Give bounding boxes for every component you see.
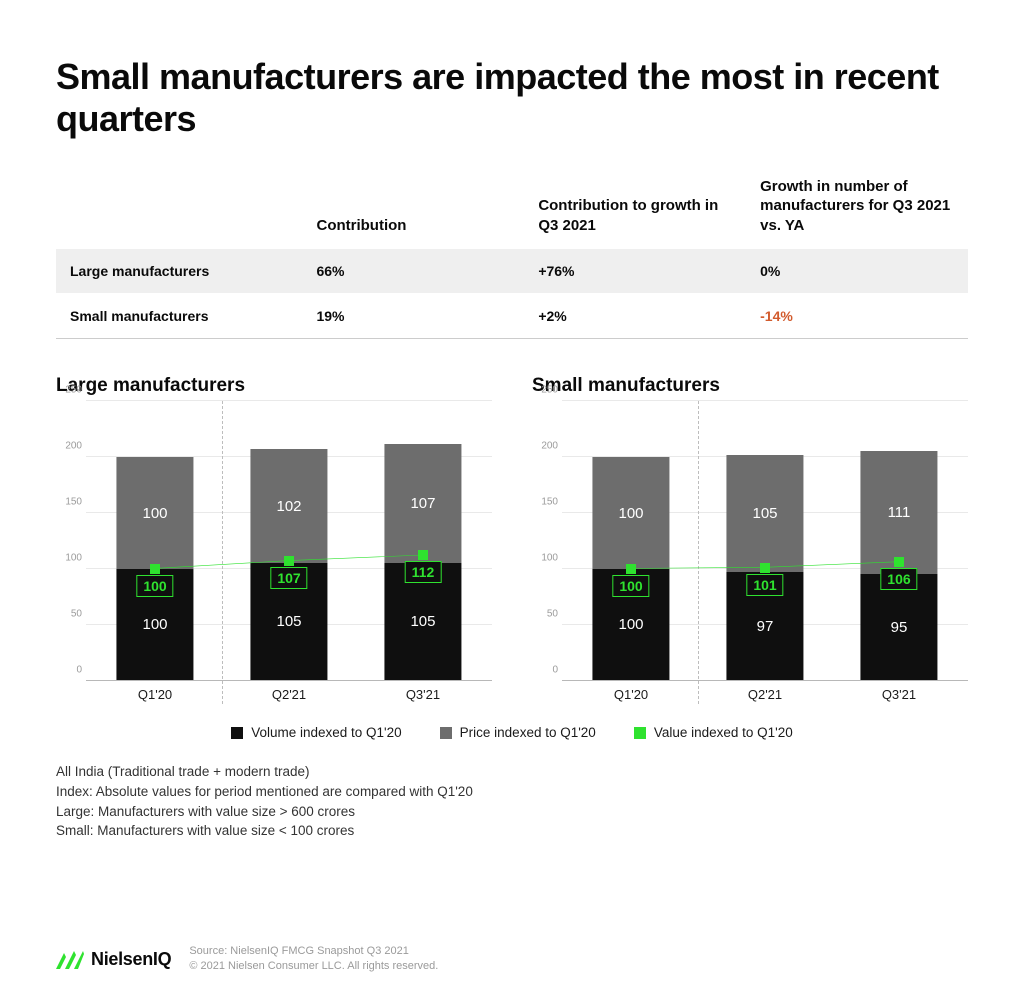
table-body: Large manufacturers66%+76%0%Small manufa…	[56, 249, 968, 339]
table-row: Large manufacturers66%+76%0%	[56, 249, 968, 294]
brand-logo-icon	[56, 949, 84, 969]
y-tick: 200	[56, 441, 82, 452]
y-tick: 150	[532, 497, 558, 508]
y-tick: 250	[56, 385, 82, 396]
footnotes: All India (Traditional trade + modern tr…	[56, 762, 968, 840]
y-tick: 0	[56, 665, 82, 676]
legend-swatch	[440, 727, 452, 739]
summary-table: Contribution Contribution to growth in Q…	[56, 169, 968, 340]
page-title: Small manufacturers are impacted the mos…	[56, 56, 968, 141]
footnote-line: Large: Manufacturers with value size > 6…	[56, 802, 968, 822]
charts-row: Large manufacturers050100150200250100100…	[56, 369, 968, 705]
table-cell-label: Large manufacturers	[56, 249, 302, 294]
plot-area: 100100105102105107100107112	[86, 401, 492, 681]
footer-source: Source: NielsenIQ FMCG Snapshot Q3 2021	[189, 944, 438, 959]
value-marker	[894, 557, 904, 567]
x-label: Q3'21	[406, 687, 440, 702]
y-tick: 250	[532, 385, 558, 396]
table-header-growth-q3: Contribution to growth in Q3 2021	[524, 169, 746, 250]
legend-swatch	[231, 727, 243, 739]
footnote-line: All India (Traditional trade + modern tr…	[56, 762, 968, 782]
legend-swatch	[634, 727, 646, 739]
chart-title: Large manufacturers	[56, 375, 492, 397]
table-cell-contribution: 19%	[302, 294, 524, 339]
table-cell-label: Small manufacturers	[56, 294, 302, 339]
chart-title: Small manufacturers	[532, 375, 968, 397]
y-tick: 50	[532, 609, 558, 620]
value-badge: 107	[270, 567, 307, 589]
y-tick: 50	[56, 609, 82, 620]
legend-label: Price indexed to Q1'20	[460, 725, 596, 740]
y-tick: 200	[532, 441, 558, 452]
value-marker	[150, 564, 160, 574]
brand-logo: NielsenIQ	[56, 949, 171, 970]
legend: Volume indexed to Q1'20 Price indexed to …	[56, 725, 968, 740]
chart-block: Large manufacturers050100150200250100100…	[56, 369, 492, 705]
value-badge: 112	[405, 561, 442, 583]
y-axis: 050100150200250	[532, 401, 562, 681]
value-badge: 101	[746, 574, 783, 596]
legend-label: Value indexed to Q1'20	[654, 725, 793, 740]
x-label: Q1'20	[614, 687, 648, 702]
plot-area: 1001009710595111100101106	[562, 401, 968, 681]
plot-wrap: 0501001502002501001001051021051071001071…	[56, 401, 492, 681]
value-marker	[418, 550, 428, 560]
table-header-mfr-growth: Growth in number of manufacturers for Q3…	[746, 169, 968, 250]
footer-copyright: © 2021 Nielsen Consumer LLC. All rights …	[189, 959, 438, 974]
page: Small manufacturers are impacted the mos…	[0, 0, 1024, 1002]
value-marker	[284, 556, 294, 566]
table-row: Small manufacturers19%+2%-14%	[56, 294, 968, 339]
x-axis: Q1'20 Q2'21 Q3'21	[86, 681, 492, 705]
legend-item: Price indexed to Q1'20	[440, 725, 596, 740]
value-badge: 100	[136, 575, 173, 597]
table-cell-contribution: 66%	[302, 249, 524, 294]
x-label: Q2'21	[748, 687, 782, 702]
x-axis: Q1'20 Q2'21 Q3'21	[562, 681, 968, 705]
footer: NielsenIQ Source: NielsenIQ FMCG Snapsho…	[56, 944, 968, 974]
footer-text: Source: NielsenIQ FMCG Snapshot Q3 2021 …	[189, 944, 438, 974]
y-tick: 100	[56, 553, 82, 564]
chart-block: Small manufacturers050100150200250100100…	[532, 369, 968, 705]
table-cell-mfr-growth: 0%	[746, 249, 968, 294]
brand-name: NielsenIQ	[91, 949, 171, 970]
legend-label: Volume indexed to Q1'20	[251, 725, 401, 740]
x-label: Q1'20	[138, 687, 172, 702]
table-header-blank	[56, 169, 302, 250]
table-cell-growth-q3: +2%	[524, 294, 746, 339]
y-axis: 050100150200250	[56, 401, 86, 681]
x-label: Q3'21	[882, 687, 916, 702]
table-header-contribution: Contribution	[302, 169, 524, 250]
table-cell-mfr-growth: -14%	[746, 294, 968, 339]
value-marker	[626, 564, 636, 574]
value-markers-layer: 100 101 106	[562, 401, 968, 680]
value-badge: 100	[612, 575, 649, 597]
value-badge: 106	[880, 568, 917, 590]
value-marker	[760, 563, 770, 573]
y-tick: 100	[532, 553, 558, 564]
y-tick: 150	[56, 497, 82, 508]
footnote-line: Small: Manufacturers with value size < 1…	[56, 821, 968, 841]
legend-item: Volume indexed to Q1'20	[231, 725, 401, 740]
x-label: Q2'21	[272, 687, 306, 702]
footnote-line: Index: Absolute values for period mentio…	[56, 782, 968, 802]
table-cell-growth-q3: +76%	[524, 249, 746, 294]
value-markers-layer: 100 107 112	[86, 401, 492, 680]
y-tick: 0	[532, 665, 558, 676]
legend-item: Value indexed to Q1'20	[634, 725, 793, 740]
plot-wrap: 0501001502002501001009710595111100101106	[532, 401, 968, 681]
